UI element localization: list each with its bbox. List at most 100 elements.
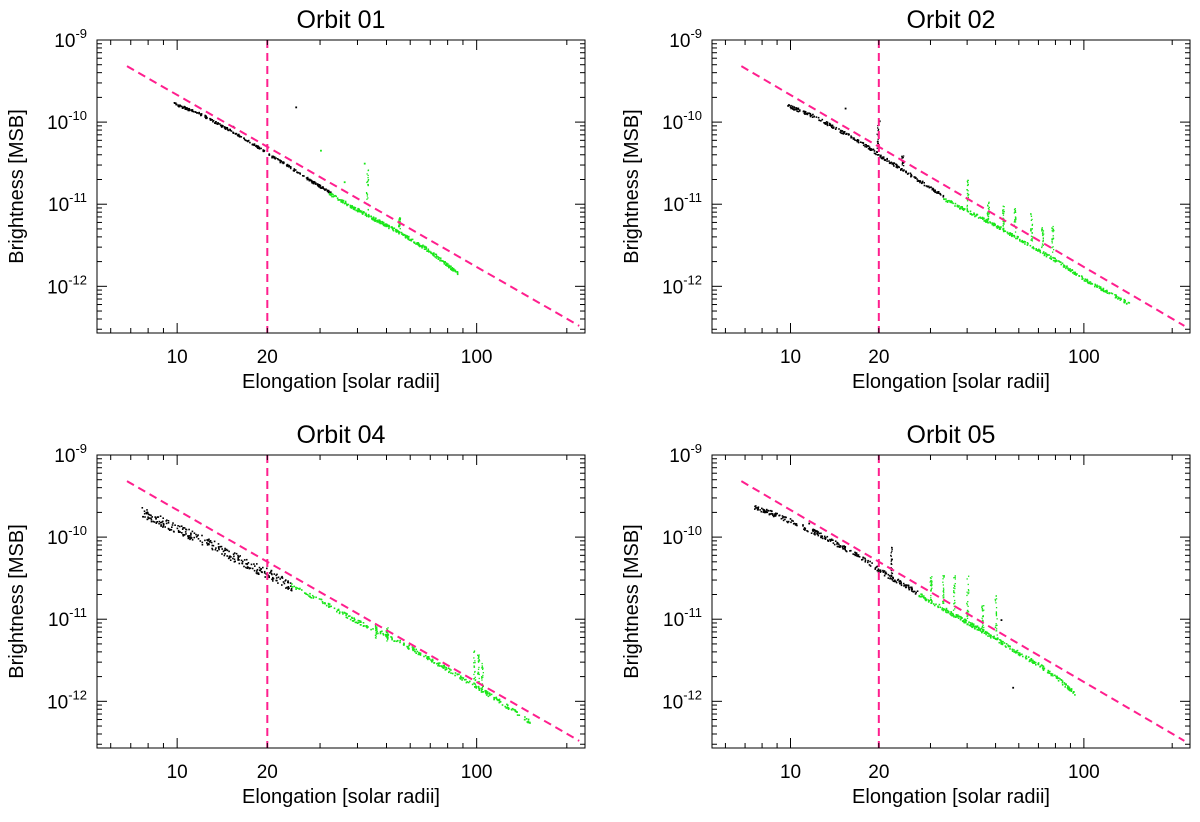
data-point-outer (408, 644, 410, 647)
data-point-outer (942, 609, 945, 612)
data-point-inner (802, 525, 804, 527)
data-point-inner (796, 110, 798, 112)
data-point-inner (237, 134, 240, 137)
data-point-spike (930, 580, 932, 582)
data-point-outer (427, 657, 429, 660)
data-point-spike (1002, 210, 1004, 212)
data-point-inner (162, 525, 165, 527)
data-point-outer (390, 226, 393, 228)
data-point-spike (967, 193, 970, 196)
data-point-inner (206, 543, 209, 545)
data-point-inner (216, 123, 219, 125)
data-point-inner (772, 515, 775, 518)
data-point-inner (197, 538, 200, 540)
data-point-outer (442, 664, 445, 667)
data-point-inner (245, 563, 247, 565)
data-point-inner (241, 562, 243, 564)
data-point-inner (185, 533, 187, 535)
data-point-outer (417, 242, 419, 244)
data-point-inner (162, 520, 164, 523)
data-point-outer (331, 192, 333, 195)
data-point-inner (877, 568, 880, 570)
data-point-inner (257, 572, 260, 574)
data-point-outer (340, 199, 342, 201)
data-point-spike (981, 617, 983, 619)
data-point-spike (366, 195, 368, 197)
data-point-outer (1016, 651, 1018, 654)
data-point-outer (1010, 232, 1012, 235)
data-point-spike (474, 660, 476, 662)
data-point-outer (321, 601, 324, 603)
data-point-inner (330, 191, 332, 193)
data-point-outer (342, 613, 344, 615)
data-point-inner (219, 123, 221, 125)
data-point-spike (387, 627, 389, 629)
data-point-outer (407, 646, 409, 648)
data-point-inner (189, 537, 191, 539)
data-point-spike (1013, 208, 1016, 211)
data-point-spike (1051, 247, 1053, 249)
data-point-outer (982, 630, 985, 633)
data-point-inner (825, 121, 828, 123)
data-point-outer (983, 632, 986, 634)
data-point-spike (930, 594, 932, 597)
data-point-inner (238, 559, 240, 561)
data-point-outer (1115, 294, 1117, 296)
data-point-inner (809, 113, 812, 115)
data-point-inner (871, 562, 873, 564)
data-point-outer (357, 621, 360, 624)
data-point-outer (423, 248, 426, 250)
data-point-spike (901, 155, 903, 158)
data-point-inner (910, 175, 912, 178)
data-point-outer (992, 223, 994, 225)
data-point-inner (862, 142, 865, 144)
data-point-spike (953, 602, 955, 605)
data-point-inner (874, 152, 876, 155)
data-point-spike (902, 157, 904, 159)
data-point-outer (1102, 288, 1104, 291)
data-point-inner (196, 535, 199, 537)
data-point-spike (943, 575, 945, 577)
data-point-outer (1019, 240, 1021, 242)
data-point-spike (477, 660, 479, 662)
data-point-outer (962, 620, 965, 622)
data-point-outer (1117, 298, 1119, 300)
data-point-spike (386, 631, 389, 633)
data-point-inner (230, 130, 233, 132)
data-point-outer (977, 629, 980, 631)
data-point-outer (962, 209, 965, 211)
data-point-outer (925, 599, 927, 602)
data-point-outer (1078, 275, 1081, 277)
data-point-outer (1050, 257, 1052, 260)
data-point-outer (373, 219, 375, 221)
data-point-outer (1009, 234, 1011, 236)
data-point-outer (1120, 298, 1122, 301)
data-point-outer (1075, 273, 1077, 275)
data-point-inner (244, 139, 247, 142)
data-point-inner (880, 570, 882, 573)
data-point-inner (899, 580, 901, 582)
data-point-inner (150, 518, 153, 521)
data-point-outer (1035, 248, 1037, 250)
data-point-spike (982, 624, 984, 626)
data-point-inner (820, 532, 822, 535)
data-point-spike (1042, 241, 1044, 243)
data-point-spike (478, 681, 480, 683)
data-point-spike (367, 184, 369, 187)
data-point-outer (945, 611, 947, 613)
data-point-inner (258, 566, 261, 569)
data-point-inner (853, 138, 856, 141)
data-point-outer (966, 209, 969, 211)
data-point-inner (242, 560, 244, 563)
data-point-inner (215, 122, 217, 125)
data-point-inner (937, 191, 940, 193)
data-point-outer (465, 681, 468, 684)
data-point-outer (506, 703, 508, 706)
data-point-outer (1067, 267, 1069, 269)
data-point-outer (1019, 238, 1021, 241)
data-point-inner (307, 178, 310, 180)
spike (1051, 225, 1055, 253)
data-point-inner (238, 562, 241, 565)
data-point-inner (843, 131, 845, 133)
data-point-outer (487, 695, 490, 698)
